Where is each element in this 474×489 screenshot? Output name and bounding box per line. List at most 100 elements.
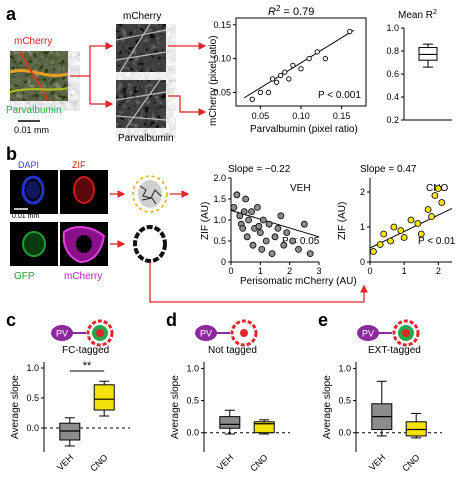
label-gfp: GFP <box>14 271 35 282</box>
tag-ring-c <box>86 319 114 347</box>
e-xtick-label: CNO <box>400 452 421 473</box>
veh-ytick-label: 1.5 <box>213 194 226 204</box>
pv-label-e: PV <box>362 329 374 339</box>
label-mcherry-b: mCherry <box>64 271 102 282</box>
veh-point <box>300 220 308 228</box>
veh-point <box>283 229 291 237</box>
veh-ytick-label: 2.0 <box>213 173 226 183</box>
pv-label-d: PV <box>200 329 212 339</box>
scatter-a-p: P < 0.001 <box>318 90 361 101</box>
panel-letter-c: c <box>6 310 16 330</box>
veh-slope: Slope = −0.22 <box>228 164 291 175</box>
e-ylabel: Average slope <box>322 375 333 439</box>
cno-p: P < 0.01 <box>418 236 456 247</box>
pv-label-c: PV <box>56 329 68 339</box>
cno-point <box>438 199 446 206</box>
merged-micrograph <box>9 50 69 102</box>
arrow-to-parvalbumin <box>89 76 114 108</box>
veh-point <box>242 195 250 203</box>
scatter-a-point <box>314 49 320 55</box>
veh-point <box>306 250 314 258</box>
scatter-a-point <box>286 76 292 82</box>
box-a-ytick-label: 0.6 <box>386 69 399 79</box>
veh-ytick-label: 0 <box>221 257 226 267</box>
cno-point <box>397 227 405 234</box>
veh-point <box>240 208 248 216</box>
micro-label-parvalbumin: Parvalbumin <box>6 105 62 116</box>
cno-ytick-label: 0 <box>360 257 365 267</box>
zif-mask <box>132 175 168 213</box>
scatter-a-point <box>265 89 272 96</box>
cno-point <box>370 248 377 255</box>
veh-tag: VEH <box>290 183 311 194</box>
cno-point <box>407 216 415 224</box>
cno-point <box>376 241 384 248</box>
cno-point <box>431 192 439 199</box>
micro-gfp <box>10 222 58 266</box>
c-xtick-label: CNO <box>88 452 109 473</box>
veh-point <box>280 241 288 249</box>
scatter-a-point <box>298 66 304 72</box>
scatter-a-fit-line <box>243 29 355 99</box>
label-dapi: DAPI <box>18 160 39 170</box>
d-ytick-label: 1.0 <box>186 363 199 373</box>
box-a-title: Mean R2 <box>398 9 437 21</box>
d-ytick-label: 0.5 <box>186 396 199 406</box>
cno-ytick-label: 1 <box>360 222 365 232</box>
veh-xtick-label: 3 <box>316 266 321 276</box>
veh-point <box>277 212 285 220</box>
d-xtick-label: CNO <box>248 452 269 473</box>
arrow-to-xaxis <box>149 262 368 303</box>
veh-point <box>230 203 238 211</box>
label-zif: ZIF <box>72 160 86 170</box>
pv-tag-icon-d: PV <box>195 319 258 347</box>
scatter-a-point <box>269 76 276 82</box>
veh-point <box>236 212 244 220</box>
cno-xtick-label: 0 <box>367 266 372 276</box>
d-ylabel: Average slope <box>170 375 181 439</box>
veh-point <box>255 222 263 230</box>
cno-point <box>428 213 435 220</box>
d-box-cno <box>253 421 275 434</box>
d-xtick-label: VEH <box>215 452 235 472</box>
pv-cell-c <box>51 325 73 341</box>
arrow-to-mcherry <box>70 42 114 77</box>
veh-point <box>243 233 251 241</box>
scatter-a-point <box>290 62 296 69</box>
cno-ytick-label: 2 <box>360 187 365 197</box>
box-c: 0.0 0.5 1.0 Average slope VEH CNO ** <box>10 360 130 474</box>
box-a: Mean R2 0.2 0.4 0.6 0.8 1.0 <box>386 9 452 125</box>
e-title: EXT-tagged <box>368 345 421 356</box>
cno-slope: Slope = 0.47 <box>360 164 417 175</box>
scatter-a-ytick-label: 0.05 <box>213 87 231 97</box>
micro-dapi <box>10 170 58 214</box>
d-ytick-label: 0.0 <box>186 428 199 438</box>
veh-fit-line <box>230 209 320 238</box>
veh-point <box>245 216 253 224</box>
grayscale-mcherry <box>115 23 167 73</box>
e-ytick-label: 0.5 <box>338 396 351 406</box>
tag-nucleus-e <box>402 329 410 337</box>
veh-ytick-label: 1.0 <box>213 215 226 225</box>
veh-point <box>239 224 247 232</box>
veh-point <box>253 203 261 211</box>
panel-letter-b: b <box>6 144 17 164</box>
veh-point <box>233 191 241 199</box>
c-box-cno <box>93 384 115 411</box>
scatter-a-ylabel: mCherry (pixel ratio) <box>208 35 219 126</box>
scatter-a-point <box>249 96 255 102</box>
box-a-ytick-label: 0.4 <box>386 92 399 102</box>
veh-xtick-label: 1 <box>258 266 263 276</box>
pv-cell-e <box>357 325 379 341</box>
veh-xtick-label: 0 <box>228 266 233 276</box>
arrow-to-scatter-bottom <box>168 95 207 116</box>
scatter-a-xtick-label: 0.15 <box>333 111 351 121</box>
cno-point <box>414 220 422 227</box>
veh-point <box>259 216 267 224</box>
mcherry-ring-mask <box>133 225 167 263</box>
c-ylabel: Average slope <box>10 375 21 439</box>
box-d: 0.0 0.5 1.0 Average slope VEH CNO <box>170 362 290 474</box>
cno-point <box>380 230 388 238</box>
scatter-veh: Slope = −0.22 VEH P < 0.05 ZIF (AU) 0 1 2 3… <box>200 164 322 276</box>
tag-ring-d <box>230 319 258 347</box>
